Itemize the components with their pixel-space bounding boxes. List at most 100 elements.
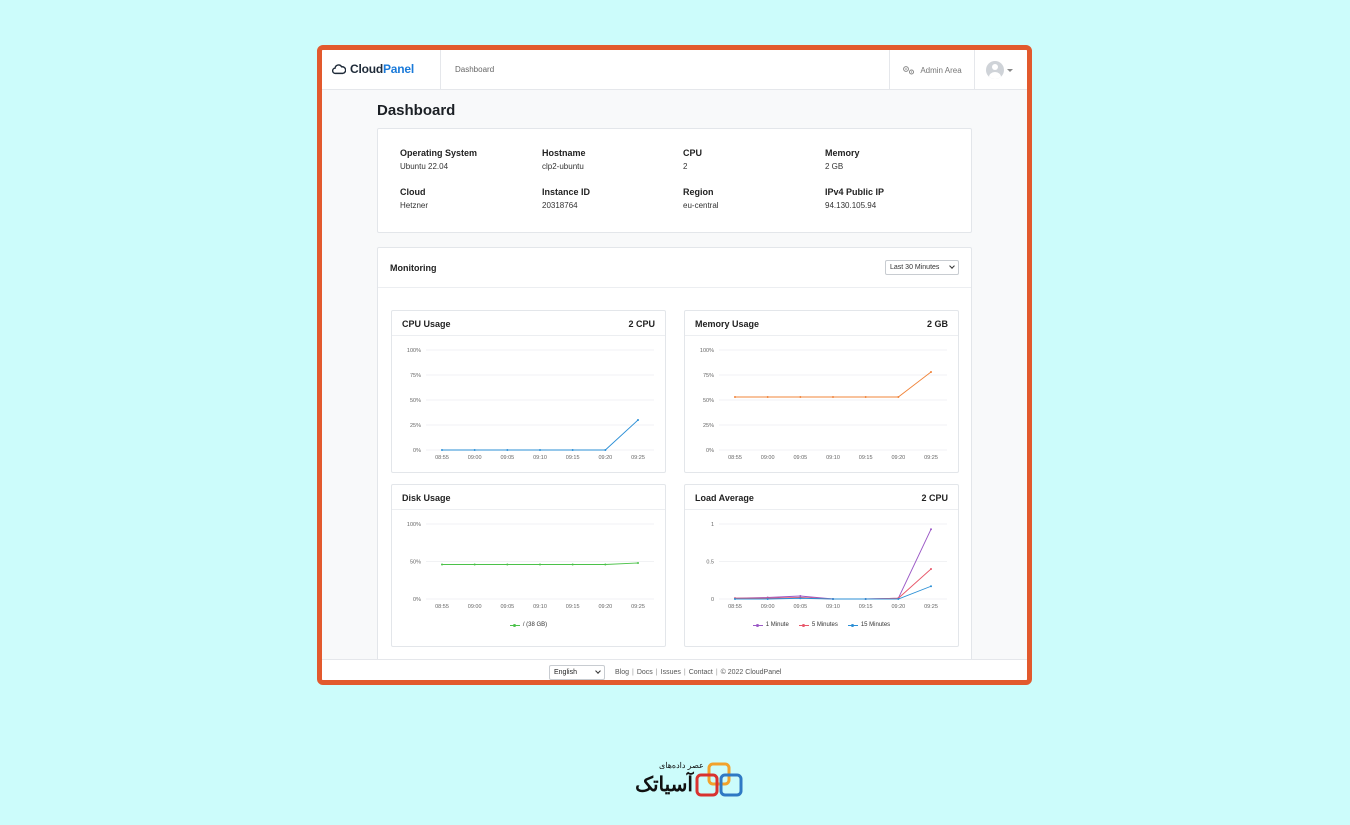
x-tick-label: 09:15 [859, 604, 873, 610]
chart-header: Memory Usage 2 GB [685, 311, 958, 336]
data-point [897, 598, 900, 600]
top-navbar: CloudPanel Dashboard Admin Area [322, 50, 1027, 90]
brand-tagline: عصر دادەهای [659, 761, 704, 770]
x-tick-label: 09:20 [598, 604, 612, 610]
disk-usage-chart: Disk Usage 100% 50% 0% 08:55 09:00 09:05 09:10… [391, 484, 666, 647]
info-instance-id: Instance ID 20318764 [542, 187, 590, 210]
y-tick-label: 0 [711, 597, 714, 603]
x-tick-label: 09:05 [793, 604, 807, 610]
load-average-plot: 1 0.5 0 08:55 09:00 09:05 09:10 09:15 09:20 09:25 [706, 522, 947, 610]
footer-link-issues[interactable]: Issues [660, 669, 681, 676]
series-line [735, 568, 932, 600]
memory-usage-chart: Memory Usage 2 GB 100% 75% 50% 25% 0% 08:55 09… [684, 310, 959, 473]
asiatech-logo-icon [695, 762, 743, 797]
data-point [799, 396, 802, 398]
chart-title: CPU Usage [402, 319, 451, 329]
cloudpanel-logo[interactable]: CloudPanel [332, 62, 414, 76]
info-value: 2 [683, 162, 688, 171]
info-value: 2 GB [825, 162, 844, 171]
cpu-usage-chart: CPU Usage 2 CPU 100% 75% 50% 25% 0% 08:55 09:0… [391, 310, 666, 473]
info-value: Hetzner [400, 201, 429, 210]
data-point [799, 595, 802, 597]
info-value: clp2-ubuntu [542, 162, 584, 171]
data-point [734, 598, 736, 600]
footer-link-blog[interactable]: Blog [615, 669, 630, 676]
asiatech-brand: عصر دادەهای آسیاتک [607, 758, 747, 798]
data-point [799, 597, 802, 600]
data-point [637, 562, 639, 564]
data-point [897, 396, 900, 398]
copyright: © 2022 CloudPanel [720, 669, 782, 676]
data-point [539, 563, 541, 566]
info-cpu: CPU 2 [683, 148, 702, 171]
y-tick-label: 50% [410, 560, 421, 566]
brand-name: آسیاتک [635, 774, 693, 796]
memory-usage-plot: 100% 75% 50% 25% 0% 08:55 09:00 09:05 09:10 09:15… [700, 348, 947, 461]
data-point [441, 449, 443, 451]
series-line [442, 419, 639, 451]
legend-item[interactable]: / (38 GB) [509, 622, 547, 628]
nav-dashboard-link[interactable]: Dashboard [455, 65, 495, 74]
chart-header: Load Average 2 CPU [685, 485, 958, 510]
y-tick-label: 100% [700, 348, 714, 354]
info-value: eu-central [683, 201, 719, 210]
data-point [734, 396, 736, 398]
disk-usage-plot: 100% 50% 0% 08:55 09:00 09:05 09:10 09:15 09:20 0… [407, 522, 654, 610]
legend-swatch [509, 623, 520, 627]
info-hostname: Hostname clp2-ubuntu [542, 148, 586, 171]
info-label: Memory [825, 148, 860, 158]
data-point [506, 449, 509, 451]
legend-item[interactable]: 15 Minutes [847, 622, 890, 628]
info-label: IPv4 Public IP [825, 187, 885, 197]
admin-area-button[interactable]: Admin Area [889, 50, 975, 90]
logo-text: CloudPanel [350, 62, 415, 76]
data-point [832, 396, 834, 398]
y-tick-label: 0.5 [706, 560, 714, 566]
legend-item[interactable]: 1 Minute [752, 622, 789, 628]
series-line [734, 529, 932, 600]
cloud-logo-icon [332, 64, 346, 75]
footer-link-docs[interactable]: Docs [636, 669, 653, 676]
cpu-usage-plot: 100% 75% 50% 25% 0% 08:55 09:00 09:05 09:10 09:15… [407, 348, 654, 461]
separator: | [632, 669, 634, 676]
info-label: Instance ID [542, 187, 591, 197]
user-menu[interactable] [986, 61, 1013, 79]
gears-icon [903, 66, 915, 75]
data-point [930, 371, 932, 373]
monitoring-card: Monitoring Last 30 Minutes CPU Usage 2 C… [377, 247, 972, 667]
data-point [930, 528, 932, 531]
x-tick-label: 08:55 [435, 604, 449, 610]
separator: | [683, 669, 686, 676]
series-line [735, 585, 932, 600]
data-point [930, 585, 932, 588]
legend-swatch [847, 623, 858, 627]
navbar-divider [440, 50, 441, 90]
info-value: Ubuntu 22.04 [400, 162, 449, 171]
load-average-chart: Load Average 2 CPU 1 0.5 0 08:55 09:00 09:05 0… [684, 484, 959, 647]
legend-item[interactable]: 5 Minutes [798, 622, 838, 628]
y-tick-label: 25% [703, 423, 714, 429]
info-os: Operating System Ubuntu 22.04 [400, 148, 477, 171]
x-tick-label: 09:10 [826, 455, 840, 461]
data-point [473, 449, 476, 451]
y-tick-label: 100% [407, 348, 421, 354]
language-select[interactable]: English [549, 665, 605, 680]
footer-link-contact[interactable]: Contact [688, 669, 713, 676]
time-range-select[interactable]: Last 30 Minutes [885, 260, 959, 275]
x-tick-label: 09:05 [500, 455, 514, 461]
x-tick-label: 09:10 [533, 455, 547, 461]
chart-header: CPU Usage 2 CPU [392, 311, 665, 336]
chart-title: Disk Usage [402, 493, 451, 503]
load-legend: 1 Minute 5 Minutes 15 Minutes [685, 622, 958, 628]
x-tick-label: 09:15 [859, 455, 873, 461]
chevron-down-icon [595, 668, 601, 674]
chart-meta: 2 GB [926, 319, 948, 329]
page-title: Dashboard [377, 102, 456, 119]
x-tick-label: 09:00 [761, 455, 775, 461]
info-value: 94.130.105.94 [825, 201, 877, 210]
legend-swatch [798, 623, 809, 627]
language-value: English [554, 669, 577, 676]
info-ipv4: IPv4 Public IP 94.130.105.94 [825, 187, 884, 210]
x-tick-label: 09:05 [793, 455, 807, 461]
y-tick-label: 75% [703, 373, 714, 379]
